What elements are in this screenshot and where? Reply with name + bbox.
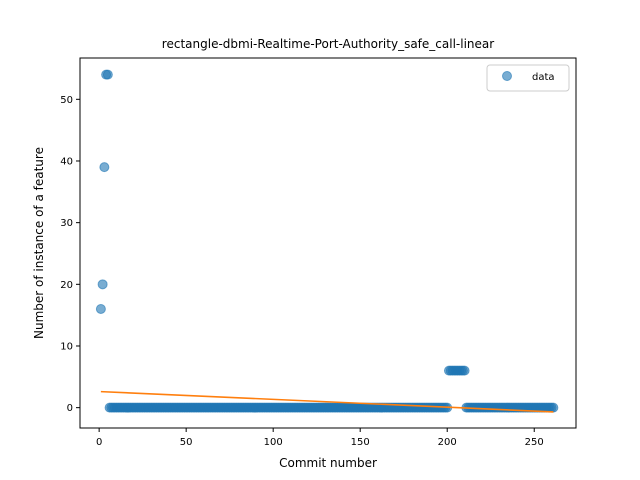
x-tick-label: 0	[96, 437, 102, 448]
x-tick-label: 150	[351, 437, 370, 448]
legend-marker	[502, 71, 512, 81]
legend-label: data	[532, 72, 555, 83]
data-point	[102, 69, 113, 80]
y-axis-label: Number of instance of a feature	[32, 147, 46, 339]
x-axis: 0 50 100 150 200 250	[96, 428, 544, 448]
x-tick-label: 250	[525, 437, 544, 448]
data-point	[97, 279, 108, 290]
y-tick-label: 10	[60, 341, 73, 352]
y-tick-label: 30	[60, 218, 73, 229]
y-tick-label: 20	[60, 280, 73, 291]
data-point	[95, 303, 106, 314]
x-tick-label: 50	[180, 437, 193, 448]
legend: data	[486, 64, 570, 92]
data-point	[459, 365, 470, 376]
x-axis-label: Commit number	[279, 456, 377, 470]
y-tick-label: 0	[67, 403, 73, 414]
x-tick-label: 200	[438, 437, 457, 448]
plot-area	[95, 69, 559, 413]
y-tick-label: 50	[60, 95, 73, 106]
chart-title: rectangle-dbmi-Realtime-Port-Authority_s…	[162, 37, 494, 51]
legend-box	[486, 64, 570, 92]
axes-frame	[79, 57, 577, 429]
y-tick-label: 40	[60, 156, 73, 167]
data-point	[99, 162, 110, 173]
fit-line	[100, 390, 554, 413]
y-axis: 0 10 20 30 40 50	[60, 95, 80, 414]
x-tick-label: 100	[264, 437, 283, 448]
data-point	[548, 402, 559, 413]
